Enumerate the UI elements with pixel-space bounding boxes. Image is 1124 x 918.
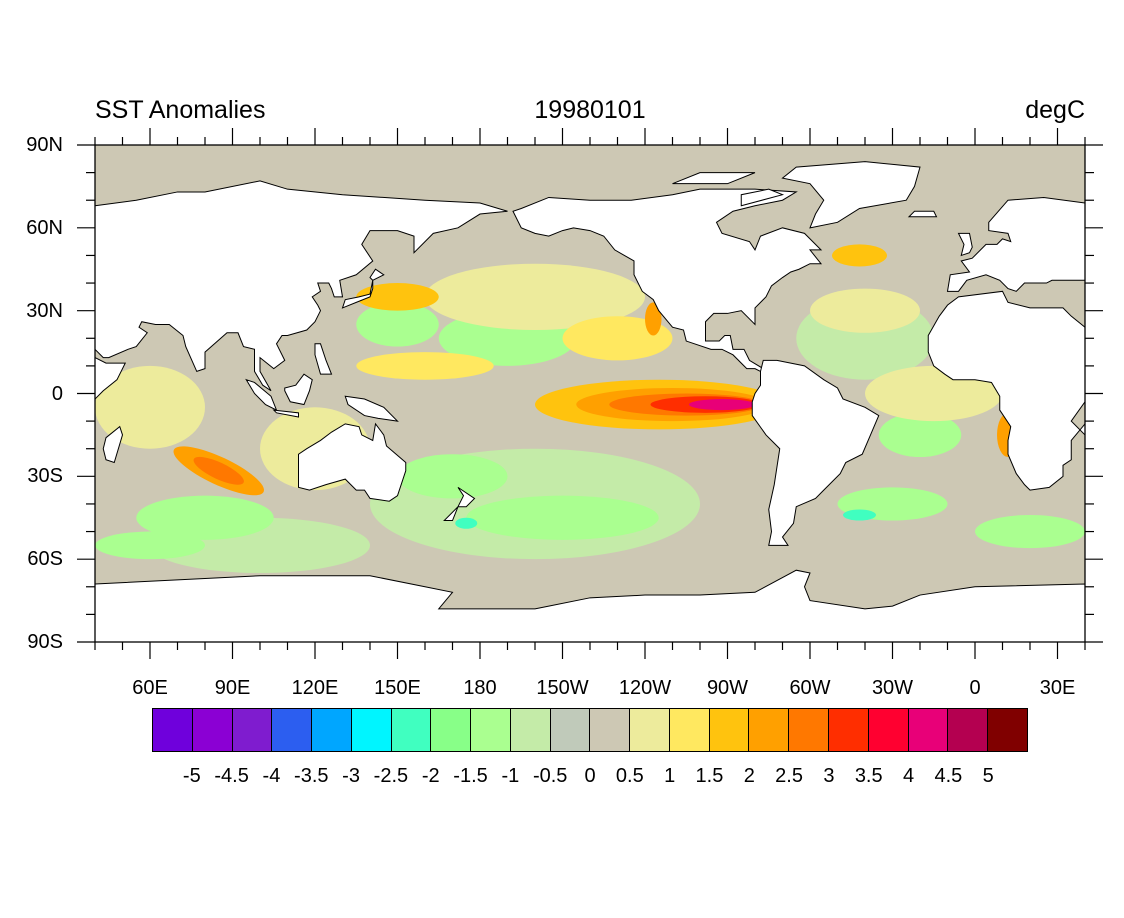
lon-label: 120W [618, 677, 672, 699]
plot-date: 19980101 [534, 96, 646, 124]
colorbar-label: -4.5 [214, 765, 249, 787]
lon-label: 60E [132, 677, 168, 699]
colorbar-label: 1.5 [695, 765, 724, 787]
colorbar-box [232, 709, 273, 751]
colorbar-box [312, 709, 352, 751]
lon-label: 90W [706, 677, 749, 699]
colorbar-label: 0.5 [615, 765, 644, 787]
iceland [909, 211, 937, 217]
lon-label: 30W [871, 677, 914, 699]
lon-label: 30E [1039, 677, 1076, 699]
colorbar-label: 2.5 [775, 765, 803, 787]
lon-label: 150E [374, 677, 421, 699]
lon-label: 150W [536, 677, 589, 699]
colorbar-label: -4 [262, 765, 281, 787]
colorbar-box [351, 709, 392, 751]
colorbar-box [988, 709, 1027, 751]
colorbar-box [829, 709, 869, 751]
colorbar-box [749, 709, 790, 751]
lon-label: 180 [463, 677, 497, 699]
lat-label: 30S [27, 465, 63, 488]
lat-label: 60N [26, 216, 63, 239]
colorbar [152, 708, 1028, 752]
lat-label: 30N [26, 299, 63, 322]
colorbar-box [471, 709, 511, 751]
colorbar-label: -3 [342, 765, 360, 787]
colorbar-box [391, 709, 432, 751]
colorbar-label: -5 [182, 765, 201, 787]
lat-label: 90S [27, 631, 63, 653]
colorbar-label: -1.5 [453, 765, 488, 787]
colorbar-box [590, 709, 631, 751]
lat-label: 0 [51, 382, 63, 405]
colorbar-label: -2 [421, 765, 440, 787]
colorbar-box [192, 709, 233, 751]
colorbar-box [431, 709, 472, 751]
sst-anomaly-map [95, 145, 1085, 642]
lon-label: 120E [291, 677, 339, 699]
colorbar-box [948, 709, 989, 751]
colorbar-label: -2.5 [373, 765, 409, 787]
colorbar-label: 3.5 [854, 765, 883, 787]
lon-label: 0 [969, 677, 981, 699]
colorbar-label: 0 [584, 765, 596, 787]
colorbar-label: 3 [823, 765, 835, 787]
lat-label: 60S [27, 548, 63, 571]
colorbar-box [153, 709, 193, 751]
colorbar-box [709, 709, 750, 751]
colorbar-box [669, 709, 710, 751]
lon-label: 60W [789, 677, 831, 699]
plot-units: degC [1025, 96, 1085, 124]
colorbar-label: -1 [501, 765, 520, 787]
colorbar-box [272, 709, 313, 751]
plot-title: SST Anomalies [95, 96, 266, 124]
colorbar-box [550, 709, 591, 751]
colorbar-label: 5 [982, 765, 994, 787]
colorbar-label: 1 [664, 765, 676, 787]
colorbar-label: -0.5 [532, 765, 568, 787]
colorbar-box [630, 709, 670, 751]
lon-label: 90E [214, 677, 251, 699]
colorbar-box [908, 709, 949, 751]
colorbar-label: -3.5 [294, 765, 329, 787]
lat-label: 90N [26, 134, 63, 156]
colorbar-box [868, 709, 909, 751]
colorbar-box [789, 709, 830, 751]
colorbar-label: 4.5 [934, 765, 963, 787]
colorbar-label: 4 [902, 765, 915, 787]
colorbar-box [510, 709, 551, 751]
colorbar-label: 2 [743, 765, 755, 787]
